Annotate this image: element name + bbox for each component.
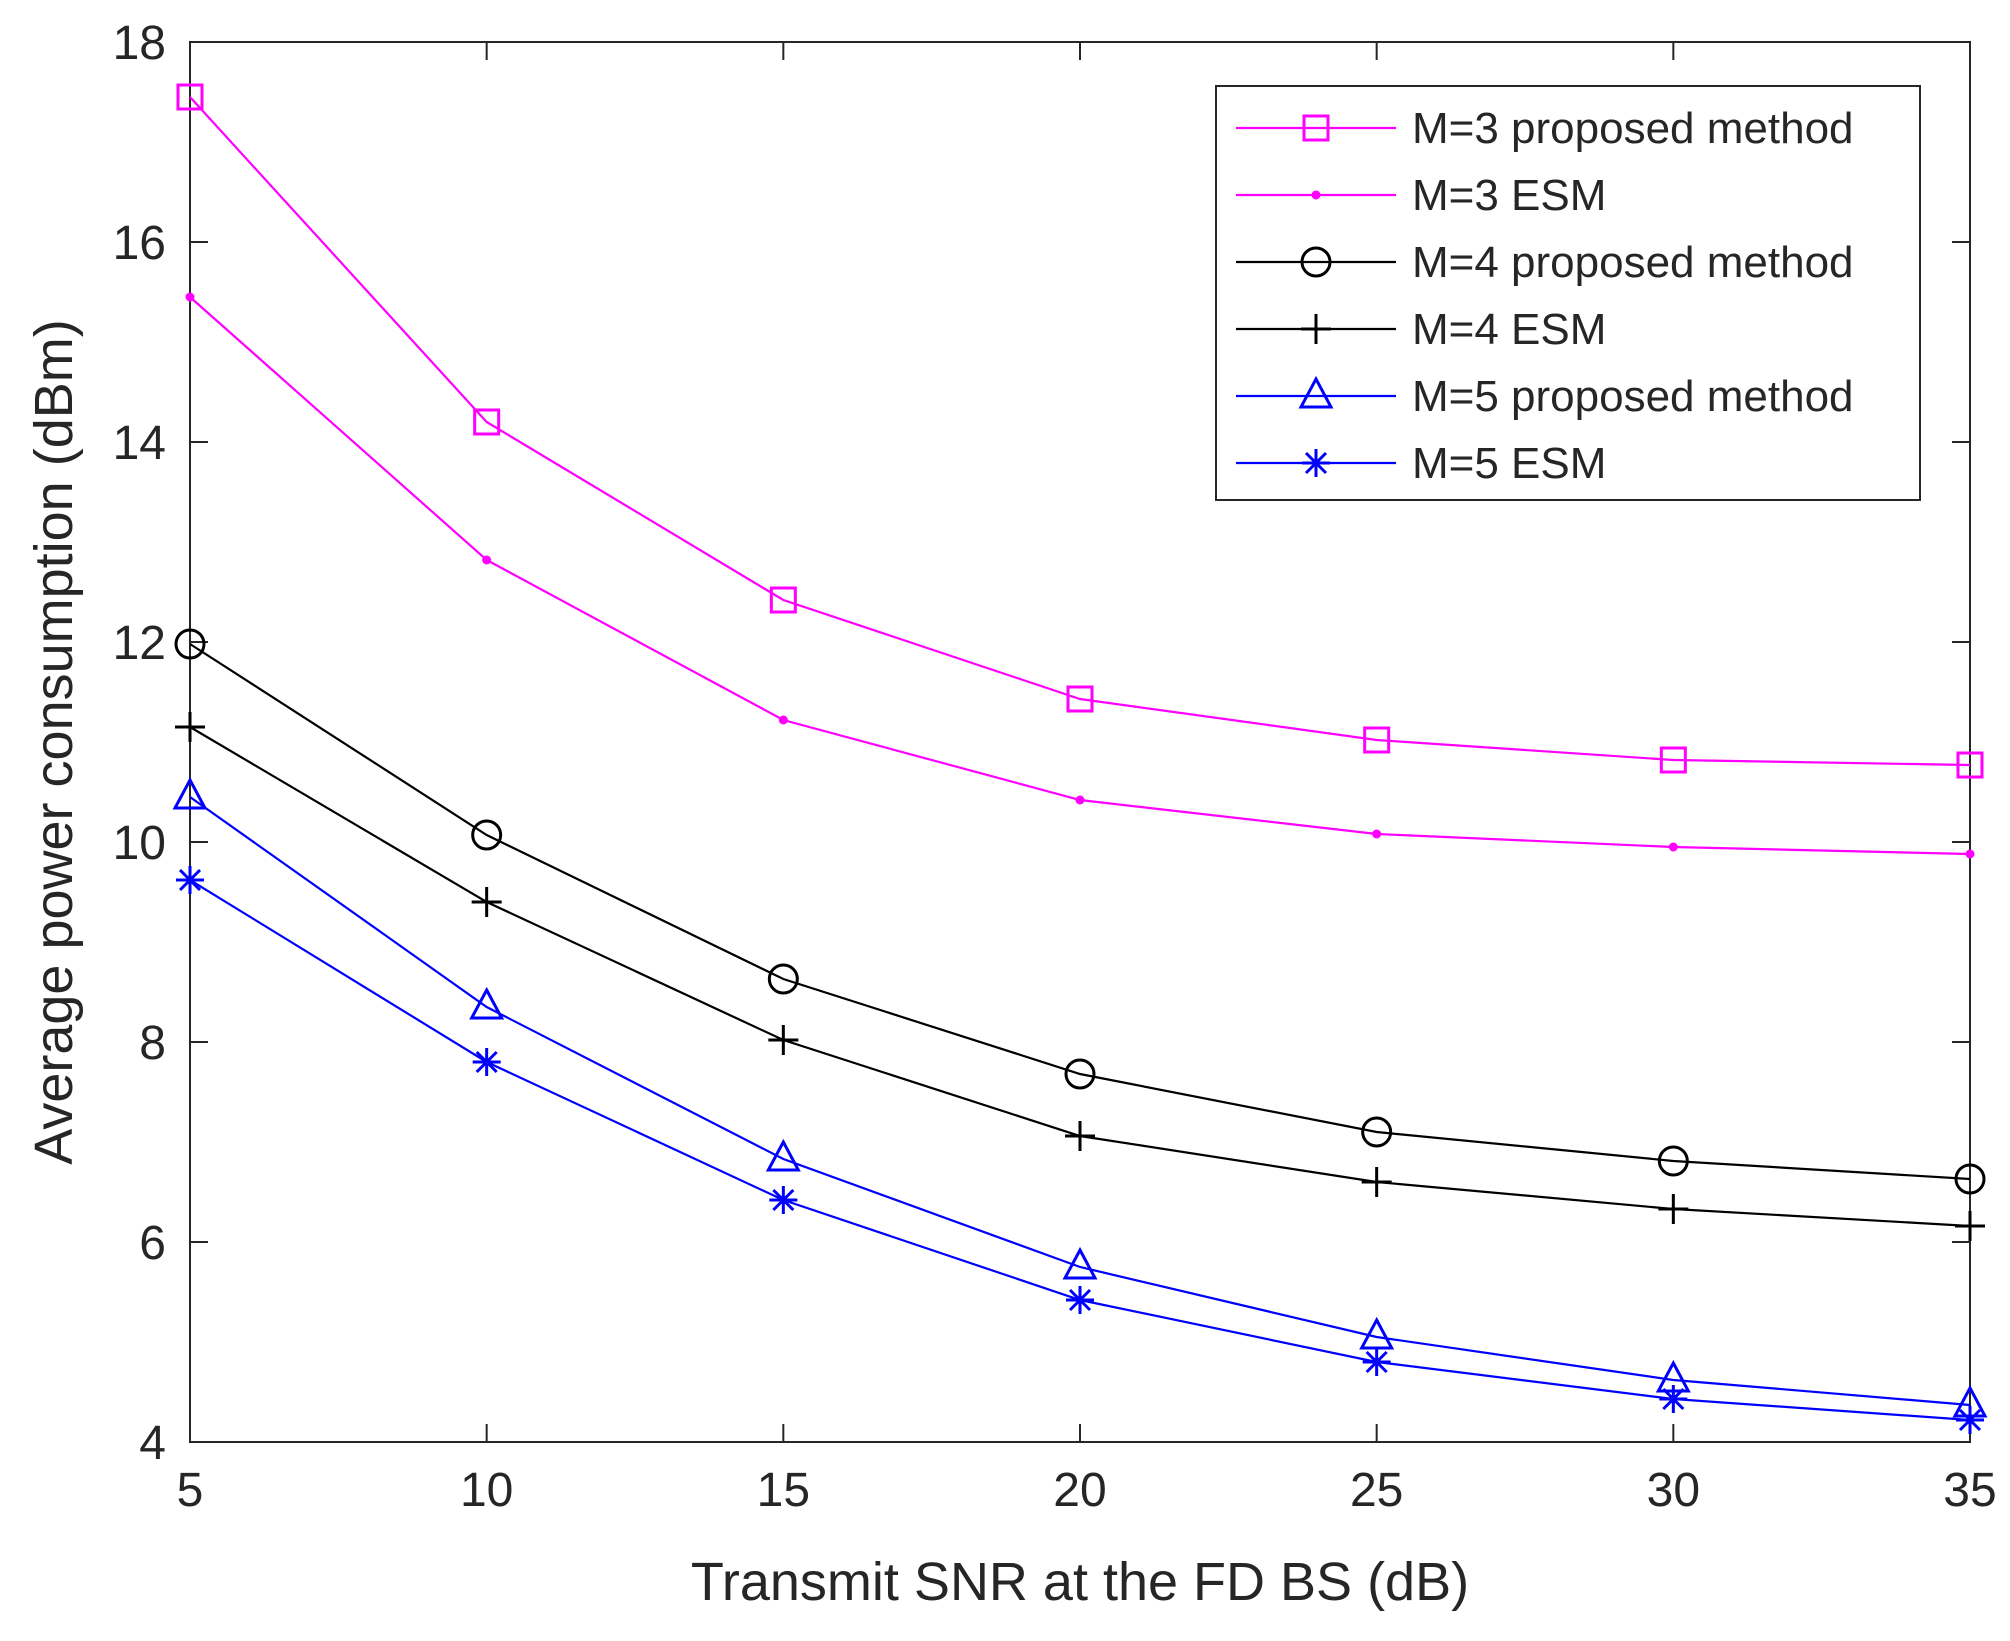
y-tick-label: 4: [139, 1417, 166, 1470]
star-marker: [1302, 449, 1330, 477]
legend-entry: M=5 ESM: [1236, 439, 1606, 488]
series-line: [189, 796, 1971, 1407]
data-point: [1659, 746, 1687, 774]
x-axis-label: Transmit SNR at the FD BS (dB): [691, 1552, 1469, 1612]
y-tick-label: 14: [113, 417, 166, 470]
data-point: [769, 1186, 798, 1214]
data-point: [1066, 1286, 1094, 1314]
series-1: [176, 83, 1984, 779]
data-point: [469, 986, 505, 1020]
data-point: [176, 83, 204, 111]
data-point: [1361, 1116, 1393, 1148]
data-point: [1065, 1121, 1095, 1151]
axis-ticks: 5 10 15 20 25 30 35 4 6 8 10 12 14 16 18: [113, 17, 1997, 1517]
x-tick-label: 30: [1647, 1464, 1700, 1517]
data-point: [471, 819, 503, 851]
circle-marker: [1300, 246, 1332, 278]
data-point: [1658, 1194, 1689, 1224]
data-point: [1372, 829, 1382, 839]
series-2: [185, 292, 1975, 859]
data-point: [471, 887, 502, 917]
legend-entry: M=4 ESM: [1236, 305, 1606, 354]
series-line: [189, 643, 1971, 1181]
data-point: [1064, 1058, 1096, 1090]
legend: M=3 proposed method M=3 ESM M=4 proposed m…: [1215, 85, 1921, 501]
data-point: [1956, 751, 1984, 779]
y-tick-label: 16: [113, 217, 166, 270]
data-point: [1965, 849, 1975, 859]
data-point: [185, 292, 195, 302]
y-tick-label: 8: [139, 1017, 166, 1070]
series-4: [175, 712, 1985, 1241]
y-tick-label: 12: [113, 617, 166, 670]
series-6: [176, 866, 1984, 1434]
series-line: [189, 96, 1971, 767]
x-tick-label: 35: [1943, 1464, 1996, 1517]
x-tick-label: 15: [757, 1464, 810, 1517]
y-axis-label: Average power consumption (dBm): [24, 319, 84, 1164]
data-point: [768, 1025, 799, 1055]
data-point: [1657, 1145, 1689, 1177]
data-point: [175, 712, 205, 742]
data-point: [767, 963, 799, 995]
legend-label: M=4 ESM: [1412, 305, 1606, 354]
data-point: [172, 776, 208, 810]
data-point: [765, 1138, 801, 1172]
data-point: [472, 1048, 501, 1076]
x-tick-label: 10: [460, 1464, 513, 1517]
series-layer: [172, 83, 1988, 1434]
x-tick-label: 5: [177, 1464, 204, 1517]
legend-label: M=5 ESM: [1412, 439, 1606, 488]
data-point: [1956, 1406, 1984, 1434]
y-tick-label: 18: [113, 17, 166, 70]
triangle-marker: [1298, 375, 1334, 409]
data-point: [769, 586, 797, 614]
data-point: [1363, 726, 1391, 754]
data-point: [176, 866, 204, 894]
data-point: [482, 555, 492, 565]
plus-marker: [1301, 314, 1331, 344]
data-point: [778, 715, 788, 725]
legend-label: M=4 proposed method: [1412, 238, 1854, 287]
data-point: [1062, 1246, 1098, 1280]
y-tick-label: 6: [139, 1217, 166, 1270]
legend-entry: M=5 proposed method: [1236, 372, 1854, 421]
legend-box: [1215, 85, 1921, 501]
data-point: [174, 628, 206, 660]
legend-entry: M=4 proposed method: [1236, 238, 1854, 287]
legend-label: M=3 ESM: [1412, 171, 1606, 220]
x-tick-label: 20: [1053, 1464, 1106, 1517]
data-point: [1659, 1385, 1688, 1413]
data-point: [1075, 795, 1085, 805]
legend-label: M=3 proposed method: [1412, 104, 1854, 153]
data-point: [473, 408, 501, 436]
y-tick-label: 10: [113, 817, 166, 870]
legend-label: M=5 proposed method: [1412, 372, 1854, 421]
square-marker: [1302, 114, 1330, 142]
data-point: [1362, 1348, 1391, 1376]
data-point: [1954, 1163, 1986, 1195]
data-point: [1955, 1211, 1985, 1241]
data-point: [1668, 842, 1678, 852]
series-3: [174, 628, 1986, 1195]
legend-entry: M=3 ESM: [1236, 171, 1606, 220]
data-point: [1066, 685, 1094, 713]
legend-entry: M=3 proposed method: [1236, 104, 1854, 153]
data-point: [1361, 1167, 1392, 1197]
x-tick-label: 25: [1350, 1464, 1403, 1517]
dot-marker: [1311, 190, 1321, 200]
